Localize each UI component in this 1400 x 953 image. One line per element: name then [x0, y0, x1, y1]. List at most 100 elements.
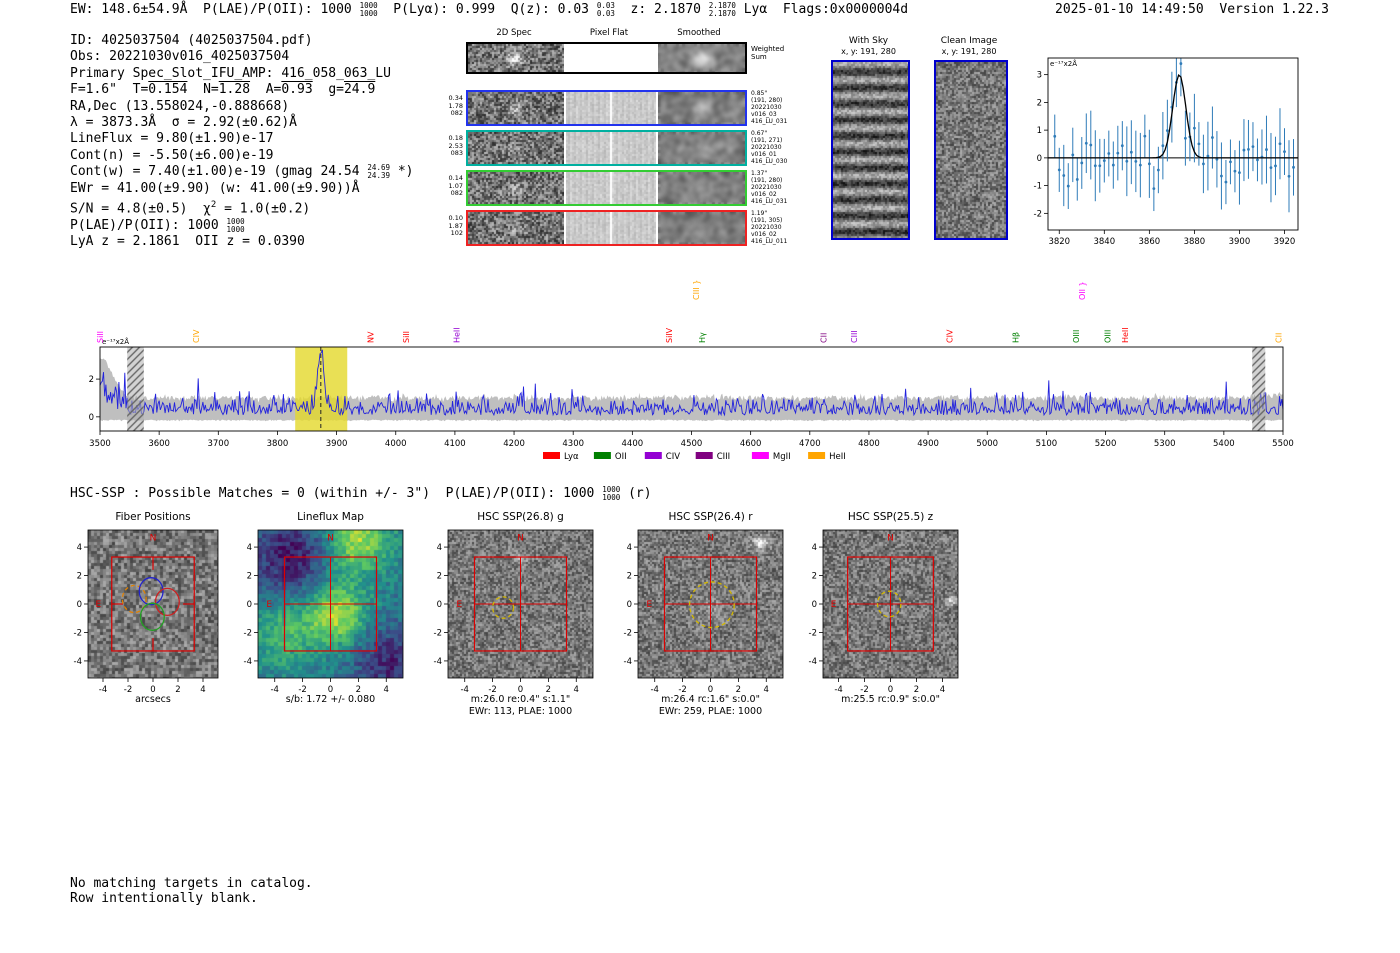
compass-east: E: [646, 600, 652, 610]
line-marker-label: Hγ: [698, 332, 707, 343]
svg-text:5000: 5000: [976, 439, 998, 449]
full-spectrum-unit-label: e⁻¹⁷x2Å: [102, 337, 129, 346]
svg-text:-4: -4: [650, 685, 658, 695]
svg-text:0: 0: [328, 685, 333, 695]
spec2d-2d-image: [468, 212, 564, 244]
svg-text:-2: -2: [244, 628, 252, 638]
spec2d-row-left-labels: 0.14 1.07 082: [448, 174, 463, 197]
line-marker-label: CIV: [192, 329, 201, 343]
svg-text:4800: 4800: [858, 439, 880, 449]
svg-text:3860: 3860: [1139, 237, 1161, 247]
info-line: Cont(w) = 7.40(±1.00)e-19 (gmag 24.54 24…: [70, 163, 414, 181]
aperture-box: [847, 556, 934, 652]
svg-text:4200: 4200: [503, 439, 525, 449]
spec2d-column-title: 2D Spec: [496, 28, 532, 38]
svg-text:3920: 3920: [1274, 237, 1296, 247]
cutout-caption: m:26.0 re:0.4" s:1.1": [470, 694, 571, 705]
svg-text:-1: -1: [1034, 182, 1042, 192]
svg-text:3820: 3820: [1048, 237, 1070, 247]
hsc-summary: HSC-SSP : Possible Matches = 0 (within +…: [70, 485, 652, 502]
svg-text:4000: 4000: [385, 439, 407, 449]
line-marker-label: Hβ: [1012, 332, 1021, 343]
compass-north: N: [707, 534, 714, 544]
info-block: ID: 4025037504 (4025037504.pdf) Obs: 2022…: [70, 33, 413, 251]
legend-label: CIII: [717, 452, 730, 462]
svg-text:4: 4: [627, 543, 632, 553]
compass-east: E: [831, 600, 837, 610]
line-marker-label: OIII: [1103, 330, 1112, 343]
footer-line-1: No matching targets in catalog.: [70, 876, 313, 891]
spec2d-panel: 2D Spec Pixel Flat Smoothed Weighted Sum 0.34…: [445, 26, 797, 261]
line-marker-label: SiII: [402, 331, 411, 343]
svg-text:-2: -2: [809, 628, 817, 638]
spec2d-smoothed-image: [658, 92, 745, 124]
info-line: RA,Dec (13.558024,-0.888668): [70, 98, 290, 114]
svg-text:4: 4: [384, 685, 389, 695]
line-marker-label: HeII: [1121, 327, 1130, 343]
svg-text:3800: 3800: [267, 439, 289, 449]
spacer: [1204, 2, 1220, 17]
with-sky-coords: x, y: 191, 280: [841, 47, 896, 56]
cutout-xlabel: arcsecs: [135, 694, 171, 705]
svg-text:3840: 3840: [1093, 237, 1115, 247]
svg-text:4: 4: [574, 685, 579, 695]
svg-text:3900: 3900: [326, 439, 348, 449]
spec2d-smoothed-image: [658, 44, 745, 72]
info-line: Primary Spec_Slot_IFU_AMP: 416_058_063_L…: [70, 65, 391, 81]
spec2d-fiber-strip: [466, 170, 747, 206]
spec2d-2d-image: [468, 132, 564, 164]
cutout-title: HSC SSP(26.8) g: [477, 511, 564, 523]
info-line: EWr = 41.00(±9.90) (w: 41.00(±9.90))Å: [70, 180, 360, 196]
clean-image-coords: x, y: 191, 280: [941, 47, 997, 56]
line-marker-label: CII: [1274, 333, 1283, 343]
line-marker-label: HeII: [453, 327, 462, 343]
svg-text:0: 0: [888, 685, 893, 695]
svg-text:2: 2: [437, 572, 442, 582]
svg-text:3500: 3500: [89, 439, 111, 449]
spec2d-smoothed-image: [658, 172, 745, 204]
svg-text:5500: 5500: [1272, 439, 1294, 449]
svg-text:-2: -2: [624, 628, 632, 638]
svg-text:0: 0: [437, 600, 442, 610]
svg-text:-4: -4: [834, 685, 842, 695]
compass-north: N: [150, 534, 157, 544]
spec2d-pixelflat-image: [566, 132, 656, 164]
cutout-caption-2: EWr: 259, PLAE: 1000: [658, 706, 763, 717]
cutout-axes: -4 -4 -2 -2 0 0 2 2 4 4 N E: [434, 529, 594, 695]
svg-text:4: 4: [200, 685, 205, 695]
compass-north: N: [517, 534, 524, 544]
spec2d-row-left-labels: 0.34 1.78 082: [448, 94, 463, 117]
info-line: Obs: 20221030v016_4025037504: [70, 49, 290, 65]
spec2d-row-annotation: 1.19" (191, 305) 20221030 v016_02 416_LU_011: [751, 210, 788, 245]
line-marker-label: SiII: [96, 331, 105, 343]
cutout-axes: -4 -4 -2 -2 0 0 2 2 4 4 N E: [809, 529, 959, 695]
svg-text:4100: 4100: [444, 439, 466, 449]
svg-text:3900: 3900: [1229, 237, 1251, 247]
svg-text:2: 2: [77, 572, 82, 582]
spec2d-smoothed-image: [658, 132, 745, 164]
aperture-circle: [121, 584, 147, 614]
svg-text:1: 1: [1037, 126, 1042, 136]
svg-text:2: 2: [736, 685, 741, 695]
compass-east: E: [266, 600, 272, 610]
legend-swatch: [543, 452, 560, 459]
svg-text:3: 3: [1037, 71, 1042, 81]
info-line: Cont(n) = -5.50(±6.00)e-19: [70, 147, 274, 163]
clean-image: [934, 60, 1008, 240]
header-timestamp: 2025-01-10 14:49:50 Version 1.22.3: [1055, 2, 1329, 17]
legend-swatch: [593, 452, 611, 459]
spec2d-fiber-strip: [466, 130, 747, 166]
zoom-plot-svg: -2 -1 0 1 2 3 3820 3840 3860 3880 3900 3920 e⁻¹⁷x2Å: [1034, 57, 1299, 247]
info-line: LyA z = 2.1861 OII z = 0.0390: [70, 234, 305, 250]
cutout-title: HSC SSP(26.4) r: [668, 511, 753, 523]
svg-text:-2: -2: [860, 685, 868, 695]
svg-text:2: 2: [812, 572, 817, 582]
cutout-axes: -4 -4 -2 -2 0 0 2 2 4 4 N E: [624, 529, 784, 695]
info-line: F=1.6" T=0.154 N=1.28 A=0.93 g=24.9: [70, 82, 376, 98]
legend-label: HeII: [829, 452, 846, 462]
spec2d-row-left-labels: 0.18 2.53 083: [448, 134, 463, 157]
legend-label: MgII: [773, 452, 791, 462]
svg-text:0: 0: [77, 600, 82, 610]
cutout-axes: -4 -4 -2 -2 0 0 2 2 4 4 N E: [74, 529, 219, 695]
